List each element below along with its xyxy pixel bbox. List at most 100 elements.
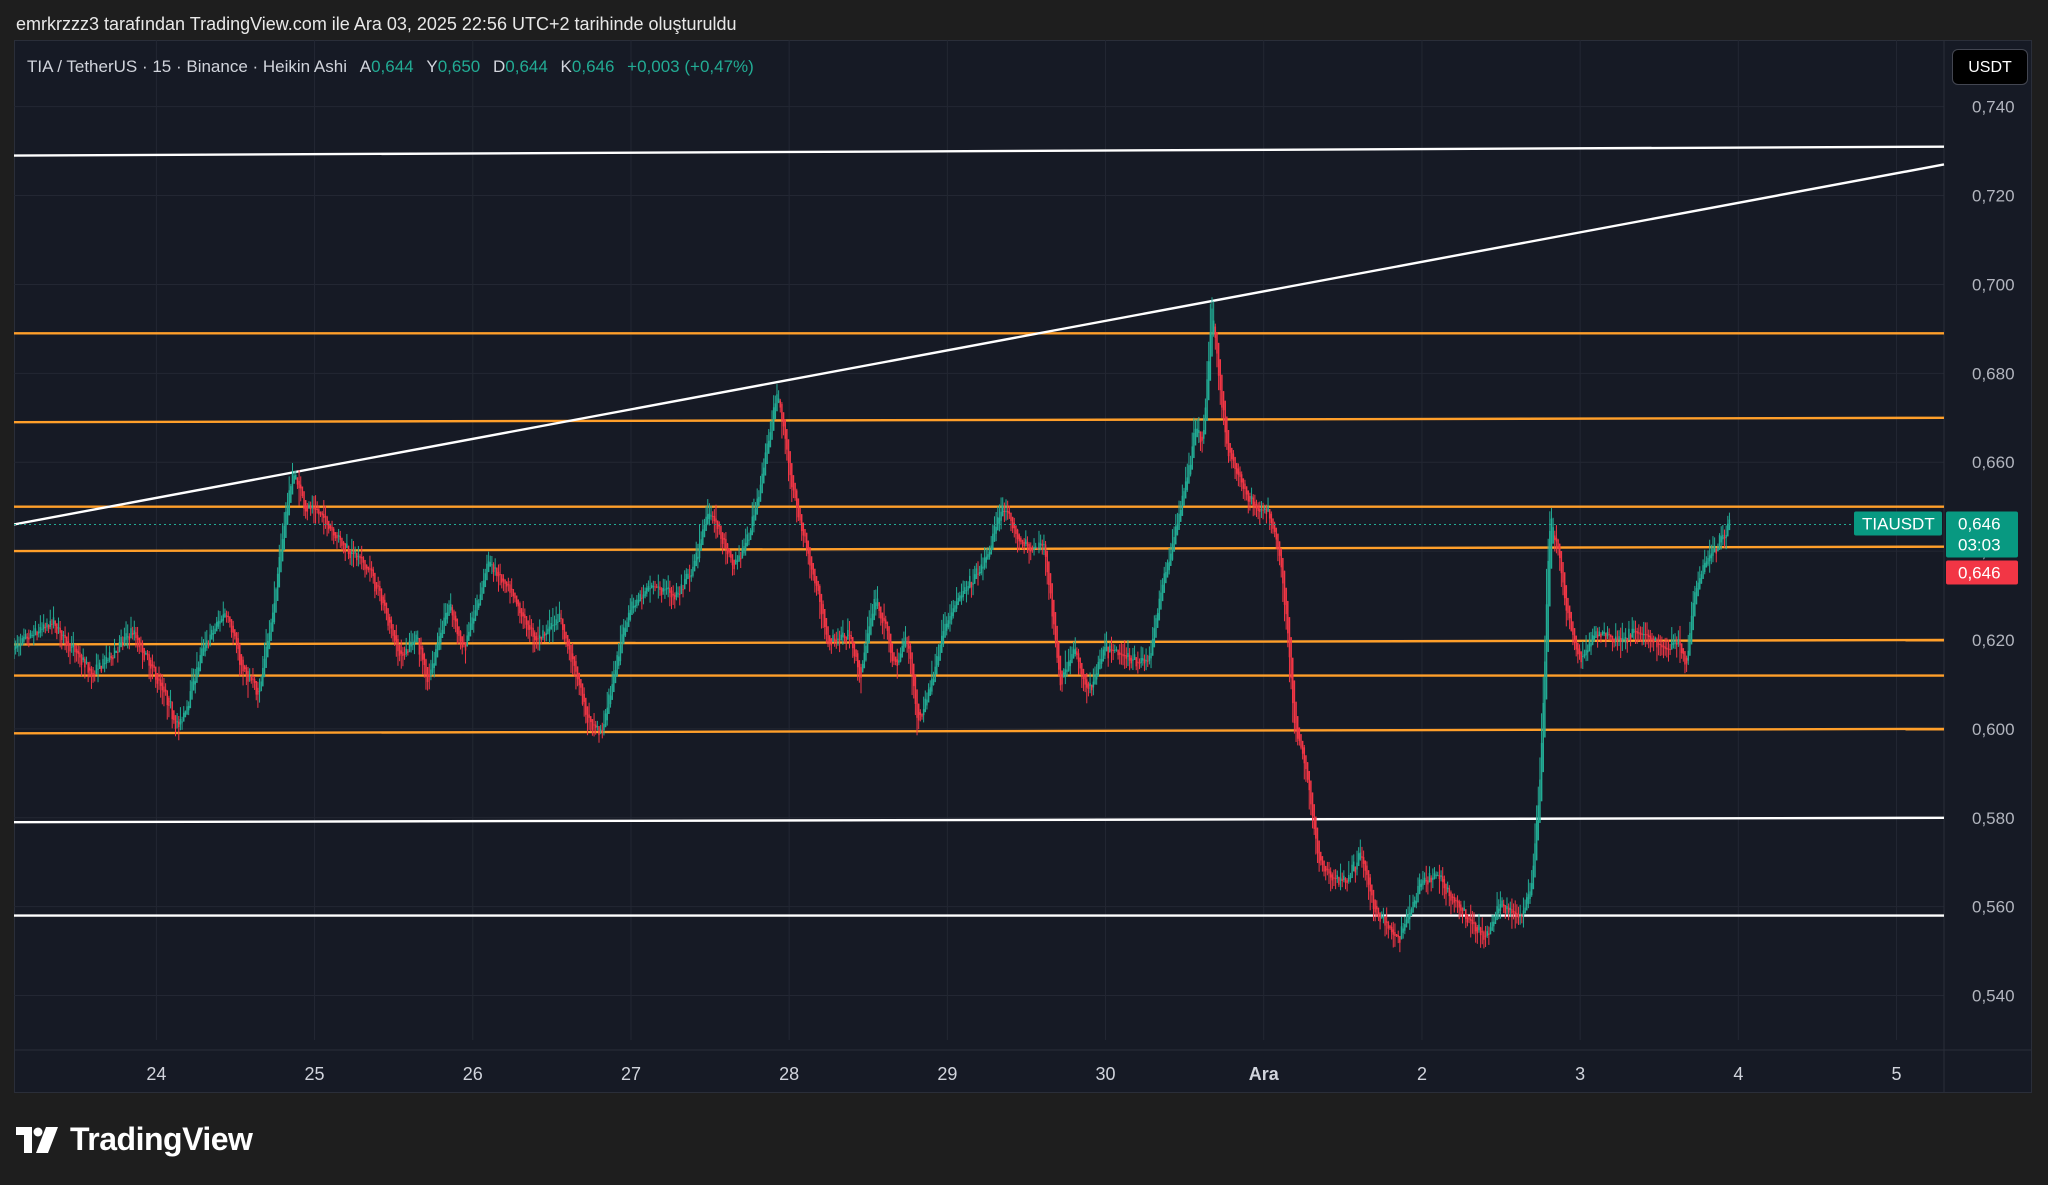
candle-body [1654, 637, 1657, 641]
time-tick-label: 24 [146, 1064, 166, 1084]
candle-body [685, 573, 688, 585]
candle-body [527, 620, 529, 630]
candle-body [677, 593, 679, 595]
currency-button[interactable]: USDT [1952, 49, 2028, 85]
candle-body [263, 658, 266, 678]
candle-body [654, 586, 656, 588]
candle-body [1534, 843, 1536, 878]
candle-body [1366, 865, 1368, 875]
candle-body [481, 587, 483, 601]
candle-body [501, 574, 503, 583]
candle-body [474, 610, 477, 622]
candle-body [420, 646, 422, 650]
candle-body [548, 626, 551, 632]
candle-body [309, 506, 312, 510]
candle-body [446, 612, 449, 620]
candle-body [941, 635, 943, 653]
candle-body [24, 634, 27, 640]
candle-body [1189, 464, 1192, 475]
candle-body [154, 666, 157, 680]
candle-body [1394, 932, 1396, 937]
candle-body [702, 529, 704, 546]
candle-body [304, 500, 307, 512]
candle-body [1624, 637, 1627, 639]
time-tick-label: 28 [779, 1064, 799, 1084]
candle-body [590, 716, 592, 723]
candle-body [1081, 663, 1083, 676]
candle-body [1371, 884, 1373, 896]
candle-body [675, 591, 678, 598]
candle-body [634, 605, 637, 608]
open-value: 0,644 [371, 57, 414, 76]
candle-body [1151, 638, 1154, 656]
candle-body [1275, 527, 1278, 540]
candle-body [1343, 875, 1345, 881]
candle-body [598, 726, 600, 736]
candle-body [825, 617, 828, 635]
candle-body [489, 562, 491, 567]
candle-body [423, 653, 426, 665]
candle-body [1671, 640, 1673, 650]
candle-body [57, 626, 60, 629]
candle-body [1483, 931, 1485, 940]
candle-body [698, 543, 701, 559]
candle-body [733, 559, 735, 570]
candle-body [477, 603, 480, 608]
candle-body [1591, 635, 1594, 645]
candle-body [1639, 632, 1642, 635]
candle-body [1290, 637, 1292, 679]
candle-body [735, 559, 737, 565]
candle-body [517, 599, 520, 607]
candle-body [21, 638, 23, 646]
candle-body [1672, 643, 1675, 645]
candle-body [1465, 909, 1467, 919]
candle-body [852, 637, 854, 649]
candle-body [1578, 648, 1581, 655]
candle-body [754, 508, 757, 521]
ohlc-legend[interactable]: TIA / TetherUS · 15 · Binance · Heikin A… [27, 57, 754, 77]
candle-body [1661, 644, 1663, 648]
candle-body [1407, 914, 1409, 924]
candle-body [838, 639, 841, 641]
candle-body [1387, 921, 1390, 929]
symbol-info[interactable]: TIA / TetherUS · 15 · Binance · Heikin A… [27, 57, 347, 76]
candle-body [479, 594, 482, 606]
candle-body [1542, 702, 1544, 773]
candle-body [903, 641, 905, 652]
candle-body [1433, 873, 1436, 879]
candle-body [749, 530, 752, 541]
candle-body [639, 594, 641, 602]
candle-body [524, 614, 526, 618]
candle-body [377, 585, 379, 587]
candle-body [736, 560, 739, 562]
candle-body [1277, 533, 1279, 550]
candle-body [911, 652, 913, 676]
candle-body [817, 580, 819, 591]
candle-body [123, 637, 126, 643]
candle-body [1573, 628, 1576, 644]
candle-body [1282, 557, 1284, 584]
candle-body [682, 589, 684, 591]
candle-body [896, 659, 899, 666]
candle-body [1662, 645, 1665, 648]
candle-body [1176, 524, 1179, 536]
candle-body [507, 584, 510, 586]
candle-body [794, 482, 796, 499]
candle-body [1412, 901, 1414, 913]
candle-body [1049, 573, 1052, 594]
candle-body [220, 619, 223, 623]
candle-body [1173, 537, 1175, 552]
candle-body [927, 689, 930, 703]
candle-body [1675, 642, 1678, 645]
candle-body [543, 634, 546, 636]
candle-body [311, 505, 314, 508]
price-chart[interactable]: 0,5400,5600,5800,6000,6200,6400,6600,680… [14, 40, 2032, 1093]
candle-body [519, 603, 521, 614]
candle-body [234, 629, 236, 637]
candle-body [533, 632, 536, 640]
candle-body [588, 714, 590, 718]
candle-body [1020, 537, 1022, 542]
candle-body [515, 595, 518, 605]
candle-body [1707, 558, 1709, 565]
candle-body [1203, 429, 1205, 439]
